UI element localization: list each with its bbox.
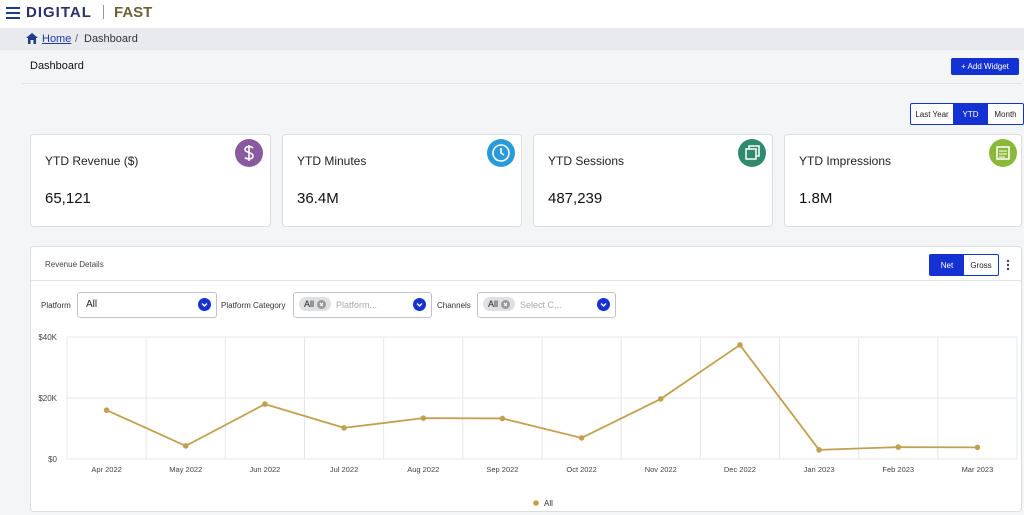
x-tick-label: Nov 2022 [645,465,677,474]
channels-select[interactable]: All Select C... [477,292,616,318]
chip: All [483,297,516,311]
category-select[interactable]: All Platform... [293,292,432,318]
x-tick-label: Mar 2023 [962,465,994,474]
chip-text: All [304,299,315,309]
kpi-value: 65,121 [45,190,91,207]
kpi-card: YTD Revenue ($) 65,121 [30,134,271,227]
period-button[interactable]: YTD [953,104,988,124]
more-menu[interactable] [1005,259,1011,273]
chip-text: All [488,299,499,309]
x-tick-label: Aug 2022 [407,465,439,474]
x-tick-label: Jan 2023 [804,465,835,474]
data-point [895,444,902,450]
line-chart: $0 $20K $40K Apr 2022 May 2022 Jun 2022 Jul 20… [38,333,1018,508]
kpi-title: YTD Sessions [548,154,625,168]
filter-label: Platform Category [221,301,286,310]
data-point [657,396,664,402]
add-widget-button[interactable]: + Add Widget [951,58,1019,75]
legend-marker [533,500,539,506]
period-button[interactable]: Month [994,109,1017,119]
brand: DIGITAL [26,4,92,21]
minutes-icon [487,139,515,167]
revenue-icon [235,139,263,167]
x-tick-label: Feb 2023 [882,465,914,474]
x-tick-label: Apr 2022 [91,465,121,474]
mode-toggle: Net Gross [929,254,999,276]
data-point [974,444,981,451]
x-tick-label: Dec 2022 [724,465,756,474]
divider [22,83,1022,84]
mode-button[interactable]: Gross [970,260,992,270]
dropdown-icon [198,298,211,311]
x-tick-label: Jun 2022 [249,465,280,474]
x-tick-label: Sep 2022 [486,465,518,474]
kpi-card: YTD Minutes 36.4M [282,134,522,227]
dropdown-icon [597,298,610,311]
separator: / [75,33,79,45]
data-point [262,401,268,407]
chip-remove[interactable] [501,299,511,309]
kpi-title: YTD Minutes [297,154,367,168]
brand-divider [103,5,104,19]
filter-label: Platform [41,301,71,310]
x-tick-label: Oct 2022 [566,465,596,474]
chip: All [299,297,332,311]
y-tick-label: $0 [48,455,57,464]
sessions-icon [738,139,766,167]
kpi-title: YTD Revenue ($) [45,154,139,168]
home-link[interactable]: Home [42,33,72,45]
top-bar: DIGITAL FAST [0,0,1024,28]
placeholder: Select C... [520,300,562,310]
kpi-value: 487,239 [548,190,603,207]
menu-icon[interactable] [6,7,20,19]
breadcrumb: Home / Dashboard [0,28,1024,50]
select-value: All [86,299,98,310]
chip-remove[interactable] [317,299,327,309]
x-tick-label: Jul 2022 [330,465,358,474]
kpi-title: YTD Impressions [799,154,892,168]
data-point [420,415,427,421]
kpi-value: 36.4M [297,190,339,207]
data-point [103,407,110,413]
series-line [106,343,978,451]
kpi-card: YTD Sessions 487,239 [533,134,773,227]
filter-label: Channels [437,301,471,310]
data-point [182,443,189,449]
page-title: Dashboard [30,60,84,72]
kpi-value: 1.8M [799,190,833,207]
x-tick-label: May 2022 [169,465,202,474]
current-page: Dashboard [84,33,138,45]
data-point [816,447,822,453]
placeholder: Platform... [336,300,378,310]
dropdown-icon [413,298,426,311]
y-tick-label: $40K [38,333,57,342]
platform-select[interactable]: All [77,292,217,318]
mode-button[interactable]: Net [930,255,964,275]
revenue-panel: Revenue Details Net Gross Platform All P… [30,246,1022,512]
period-toggle: Last Year YTD Month [910,103,1024,125]
panel-title: Revenue Details [45,260,104,269]
data-point [737,342,743,348]
data-point [499,415,506,422]
legend-label: All [544,499,553,508]
home-icon [26,33,38,44]
data-point [341,425,347,431]
divider [31,280,1021,281]
data-point [578,435,585,441]
period-button[interactable]: Last Year [915,109,949,119]
y-tick-label: $20K [38,394,57,403]
kpi-card: YTD Impressions 1.8M [784,134,1022,227]
brand-suffix: FAST [114,4,153,21]
impressions-icon [989,139,1017,167]
